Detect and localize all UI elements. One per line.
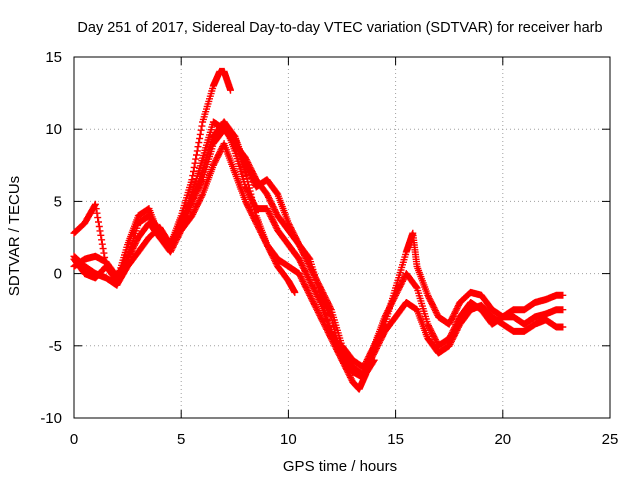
- series-track-2: [70, 118, 567, 393]
- chart-title: Day 251 of 2017, Sidereal Day-to-day VTE…: [77, 20, 602, 36]
- y-tick-label: 0: [54, 266, 62, 283]
- x-tick-label: 10: [280, 431, 297, 448]
- series-track-6: [220, 118, 299, 296]
- y-tick-label: 10: [45, 121, 62, 138]
- y-tick-label: 15: [45, 49, 62, 66]
- x-tick-labels: 0 5 10 15 20 25: [70, 431, 619, 448]
- x-tick-label: 25: [602, 431, 619, 448]
- x-tick-label: 0: [70, 431, 78, 448]
- plus-markers: [220, 118, 299, 296]
- y-tick-label: 5: [54, 193, 62, 210]
- y-tick-label: -10: [40, 410, 62, 427]
- plot-frame: [73, 56, 611, 419]
- data-series: [70, 67, 567, 393]
- y-tick-label: -5: [49, 338, 62, 355]
- plus-markers: [70, 118, 567, 393]
- axis-ticks: [73, 56, 611, 419]
- y-axis-label: SDTVAR / TECUs: [6, 176, 23, 296]
- x-tick-label: 5: [177, 431, 185, 448]
- x-tick-label: 20: [494, 431, 511, 448]
- x-tick-label: 15: [387, 431, 404, 448]
- x-axis-label: GPS time / hours: [283, 458, 397, 475]
- y-tick-labels: -10 -5 0 5 10 15: [40, 49, 62, 427]
